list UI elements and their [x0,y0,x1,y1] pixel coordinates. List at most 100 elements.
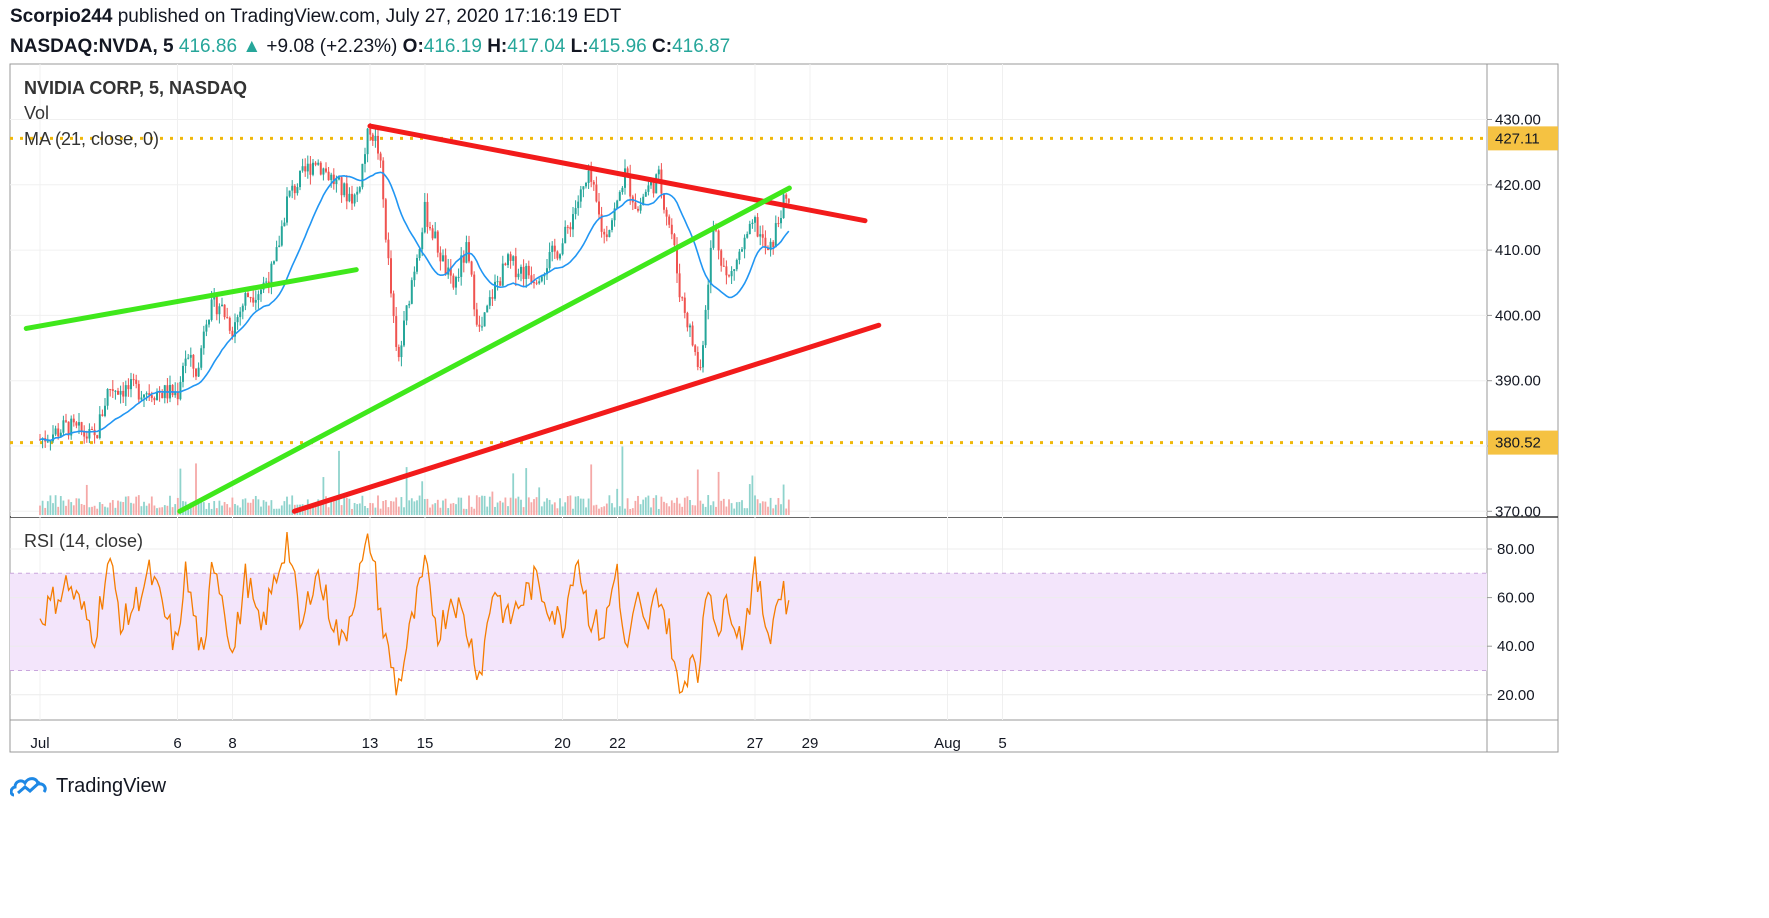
candle-body [369,128,372,135]
candle-body [416,258,418,272]
volume-bar [670,500,673,515]
volume-bar [639,504,642,515]
volume-bar [743,508,746,515]
author-name[interactable]: Scorpio244 [10,6,113,27]
volume-bar [403,507,405,515]
volume-bar [267,505,270,515]
volume-bar [59,496,62,515]
date-tick-label: Jul [30,735,49,752]
volume-bar [478,497,481,515]
volume-bar [566,496,569,515]
candle-body [309,163,312,175]
candle-body [689,325,691,328]
volume-bar [608,495,611,515]
volume-bar [746,508,749,515]
volume-bar [361,495,364,515]
volume-bar [751,475,754,515]
header-spacer [10,40,1558,64]
candle-body [772,241,775,248]
candle-body [390,258,392,294]
candle-body [707,284,710,310]
volume-bar [44,507,47,515]
candle-body [192,354,195,369]
green-trendline[interactable] [177,185,792,514]
legend-ma: MA (21, close, 0) [24,129,159,149]
candle-body [197,367,200,377]
candle-body [213,296,216,300]
candle-body [468,242,470,262]
date-tick-label: 6 [173,735,181,752]
candle-body [67,421,70,436]
candle-body [613,208,616,221]
candle-body [686,312,689,328]
candle-body [696,351,699,367]
volume-bar [728,499,730,515]
green-trendline[interactable] [23,267,359,331]
volume-bar [85,484,88,515]
candle-body [637,208,639,211]
candle-body [681,297,684,299]
candle-body [439,252,442,262]
candle-body [647,185,650,192]
candle-body [356,191,359,195]
candle-body [59,432,62,437]
candle-body [241,305,244,312]
volume-bar [780,504,782,515]
volume-bar [137,495,140,515]
candle-body [527,265,530,276]
candle-body [538,281,541,284]
volume-bar [408,500,411,515]
candle-body [481,326,483,328]
chart-frame [9,63,1559,753]
volume-bar [210,508,213,515]
volume-bar [574,496,577,515]
candle-body [208,319,210,325]
candle-body [457,276,460,278]
candle-body [104,405,106,416]
candle-body [634,202,637,209]
candle-body [579,189,582,202]
candle-body [291,185,294,191]
candle-body [361,163,364,188]
candle-body [218,306,221,315]
volume-bar [611,503,613,515]
candle-body [741,249,743,252]
volume-bar [93,505,96,515]
candle-body [483,312,486,327]
volume-bar [187,507,190,515]
volume-bar [455,504,457,515]
candle-body [106,389,109,406]
candle-body [774,223,777,248]
candle-body [335,179,338,185]
volume-bar [83,504,86,515]
volume-bar [486,506,489,515]
volume-bar [787,499,790,515]
volume-bar [655,495,658,515]
price-tick-label: 400.00 [1495,307,1541,324]
candle-body [231,330,234,337]
volume-bar [262,500,265,515]
volume-bar [652,497,655,515]
volume-bar [642,499,645,515]
volume-bar [631,508,634,515]
symbol-header: NASDAQ:NVDA, 5 416.86 ▲ +9.08 (+2.23%) O… [10,36,730,58]
volume-bar [738,501,741,515]
volume-bar [483,495,486,515]
candle-body [509,254,512,261]
volume-bar [270,500,273,515]
volume-bar [46,501,49,515]
volume-bar [114,507,117,515]
candle-body [655,174,658,194]
candle-body [530,275,533,283]
candle-body [91,429,93,431]
candle-body [548,252,551,269]
volume-bar [530,502,533,515]
red-trendline[interactable] [291,322,882,514]
red-trendline[interactable] [367,123,868,224]
volume-bar [161,507,164,515]
tradingview-branding[interactable]: TradingView [10,773,166,799]
candle-body [148,393,151,396]
volume-bar [481,495,483,515]
date-tick-label: 8 [228,735,236,752]
